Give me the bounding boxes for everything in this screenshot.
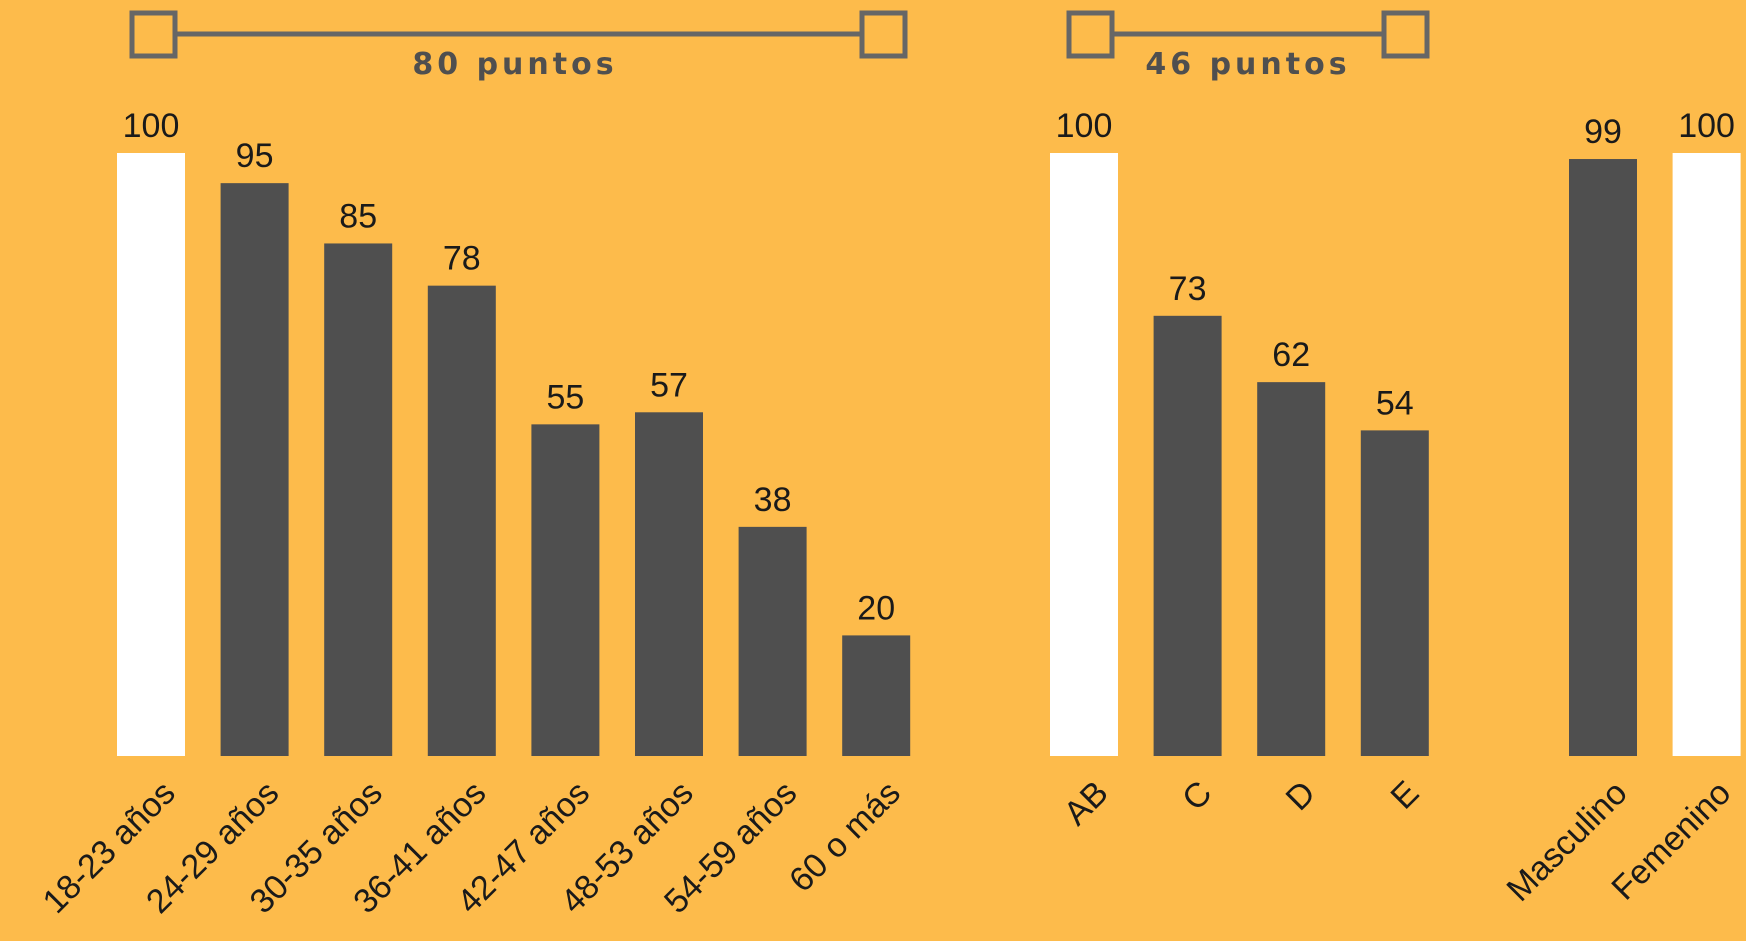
value-label-age-6: 38 <box>754 481 792 519</box>
bar-age-1 <box>220 183 289 756</box>
age-gap-bracket: 80 puntos <box>129 10 908 82</box>
bar-age-6 <box>738 526 807 756</box>
value-label-nse-2: 62 <box>1272 336 1310 374</box>
value-label-gender-1: 100 <box>1678 107 1735 145</box>
age-gap-bracket-left-box <box>129 10 178 59</box>
value-label-age-1: 95 <box>236 137 274 175</box>
nse-gap-bracket-right-box <box>1381 10 1430 59</box>
value-label-age-3: 78 <box>443 240 481 278</box>
value-label-gender-0: 99 <box>1584 113 1622 151</box>
value-label-age-5: 57 <box>650 366 688 404</box>
bar-gender-1 <box>1672 153 1741 756</box>
age-gap-bracket-right-box <box>859 10 908 59</box>
nse-gap-label: 46 puntos <box>1145 47 1350 82</box>
bar-nse-1 <box>1153 315 1222 756</box>
value-label-age-0: 100 <box>123 107 180 145</box>
bar-gender-0 <box>1569 159 1637 756</box>
bar-age-2 <box>324 243 393 756</box>
bar-age-7 <box>842 635 911 756</box>
value-label-age-4: 55 <box>546 378 584 416</box>
value-label-nse-1: 73 <box>1169 270 1207 308</box>
age-gap-label: 80 puntos <box>412 47 617 82</box>
bar-age-4 <box>531 424 600 756</box>
bar-age-5 <box>635 412 703 756</box>
nse-gap-bracket: 46 puntos <box>1066 10 1430 82</box>
bar-nse-3 <box>1360 430 1429 756</box>
bar-nse-0 <box>1050 153 1118 756</box>
value-label-nse-3: 54 <box>1376 384 1414 422</box>
nse-gap-bracket-left-box <box>1066 10 1115 59</box>
bar-age-3 <box>427 285 496 756</box>
bar-age-0 <box>117 153 185 756</box>
category-label-nse-1: C <box>1175 774 1219 818</box>
category-label-nse-0: AB <box>1057 774 1116 833</box>
category-label-nse-3: E <box>1384 774 1427 817</box>
bar-nse-2 <box>1257 382 1326 756</box>
value-label-age-2: 85 <box>339 197 377 235</box>
category-label-nse-2: D <box>1279 774 1323 818</box>
value-label-nse-0: 100 <box>1056 107 1113 145</box>
category-label-age-7: 60 o más <box>782 774 908 900</box>
value-label-age-7: 20 <box>857 589 895 627</box>
